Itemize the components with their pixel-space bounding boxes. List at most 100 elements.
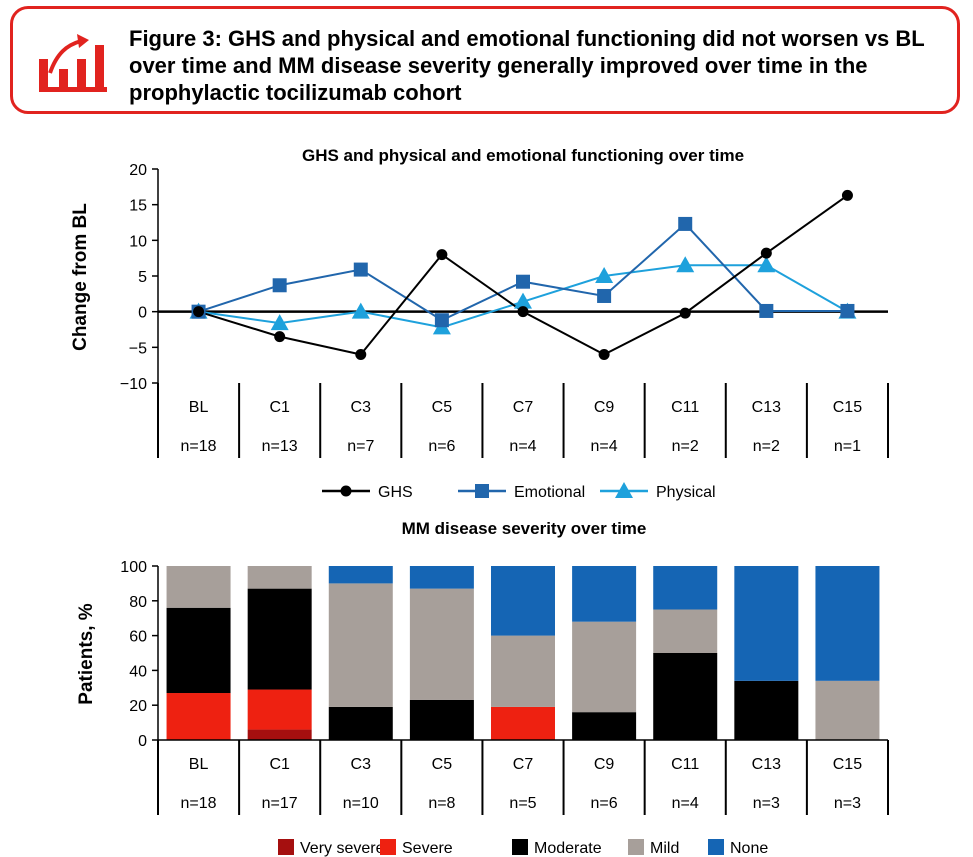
line-chart-y-ticks: 20 15 10 5 0 −5 −10 (120, 162, 158, 393)
line-chart-x-tick-label: BL (189, 399, 209, 416)
line-point-ghs-bl (193, 306, 205, 318)
bar-segment-severe-c7 (491, 706, 555, 740)
bar-chart-x-tick-label: C3 (351, 756, 372, 773)
line-chart-y-axis-label: Change from BL (70, 203, 91, 351)
legend-marker-emotional (475, 484, 489, 498)
bar-chart-x-tick-label: C15 (833, 756, 862, 773)
line-point-physical-c13 (757, 256, 776, 273)
line-point-ghs-c11 (679, 307, 691, 319)
legend-marker-ghs (340, 485, 352, 497)
line-point-physical-c11 (676, 256, 695, 273)
line-chart-category-table: BL n=18 C1 n=13 C3 n=7 C5 n=6 C7 n=4 C9 n=4 C11 n=2 C1… (157, 383, 889, 458)
legend-label-mild: Mild (650, 840, 679, 857)
bar-chart-axes (157, 566, 888, 741)
bar-segment-moderate-c5 (409, 699, 474, 740)
bar-segment-none-c3 (328, 566, 393, 584)
bar-chart-y-axis-label: Patients, % (76, 603, 97, 704)
bar-chart-y-tick-label: 40 (129, 663, 147, 680)
line-chart-n-label: n=2 (672, 438, 699, 455)
bar-segment-moderate-c13 (734, 680, 799, 740)
bar-segment-mild-c9 (572, 621, 637, 713)
bar-segment-mild-c11 (653, 609, 718, 653)
line-chart-n-label: n=6 (428, 438, 455, 455)
legend-label-severe: Severe (402, 840, 453, 857)
legend-label-none: None (730, 840, 768, 857)
bar-segment-none-c13 (734, 566, 799, 681)
line-chart-x-tick-label: C13 (752, 399, 781, 416)
line-point-emotional-c1 (272, 278, 287, 293)
bar-segment-none-c7 (491, 566, 555, 636)
line-point-ghs-c15 (841, 189, 853, 201)
line-chart-n-label: n=1 (834, 438, 861, 455)
line-chart-n-label: n=4 (509, 438, 536, 455)
line-chart-x-tick-label: C15 (833, 399, 862, 416)
bar-chart-n-label: n=8 (428, 795, 455, 812)
line-chart-n-label: n=7 (347, 438, 374, 455)
legend-label-physical: Physical (656, 484, 716, 501)
line-point-physical-c3 (351, 302, 370, 319)
legend-swatch-moderate (512, 839, 528, 855)
bar-chart-x-tick-label: C5 (432, 756, 453, 773)
line-chart-y-tick-label: 10 (129, 233, 147, 250)
bar-chart-n-label: n=3 (834, 795, 861, 812)
line-chart-y-tick-label: 20 (129, 162, 147, 179)
bar-chart-n-label: n=10 (343, 795, 379, 812)
bar-chart-legend: Very severe Severe Moderate Mild None (278, 839, 768, 857)
bar-chart-title: MM disease severity over time (402, 519, 647, 538)
line-chart-x-tick-label: C7 (513, 399, 534, 416)
bar-chart-bars (166, 566, 880, 740)
bar-segment-moderate-bl (166, 607, 231, 694)
line-point-physical-c7 (514, 292, 532, 309)
bar-chart-n-label: n=6 (591, 795, 618, 812)
line-point-ghs-c9 (598, 348, 610, 360)
bar-chart-x-tick-label: C13 (752, 756, 781, 773)
line-point-ghs-c5 (436, 249, 448, 261)
bar-segment-moderate-c3 (328, 706, 393, 740)
bar-segment-moderate-c9 (572, 712, 637, 740)
bar-chart-x-tick-label: C1 (269, 756, 290, 773)
bar-chart-x-tick-label: C9 (594, 756, 615, 773)
line-chart-y-tick-label: −10 (120, 376, 147, 393)
bar-chart-n-label: n=5 (509, 795, 536, 812)
bar-segment-moderate-c1 (247, 588, 312, 690)
bar-chart-y-tick-label: 80 (129, 594, 147, 611)
bar-segment-mild-c7 (491, 635, 555, 707)
line-point-emotional-c7 (516, 274, 530, 289)
bar-chart-category-table: BL n=18 C1 n=17 C3 n=10 C5 n=8 C7 n=5 C9 n=6 C11 n=4 C… (157, 740, 889, 815)
bar-segment-very-severe-c1 (247, 729, 312, 740)
line-point-ghs-c7 (517, 306, 529, 318)
bar-chart-n-label: n=3 (753, 795, 780, 812)
bar-segment-none-c15 (815, 566, 880, 681)
line-point-physical-c9 (595, 267, 614, 283)
bar-chart-x-tick-label: BL (189, 756, 209, 773)
legend-swatch-none (708, 839, 724, 855)
line-chart: GHS and physical and emotional functioni… (70, 146, 889, 501)
line-point-ghs-c13 (760, 247, 772, 259)
line-point-emotional-c13 (759, 303, 774, 318)
line-chart-x-tick-label: C3 (351, 399, 372, 416)
bar-segment-mild-c1 (247, 566, 312, 589)
bar-segment-none-c5 (409, 566, 474, 589)
line-chart-series (189, 189, 857, 360)
bar-segment-mild-c5 (409, 588, 474, 700)
line-point-emotional-c15 (840, 303, 855, 318)
line-point-physical-c1 (270, 314, 289, 331)
legend-label-very-severe: Very severe (300, 840, 385, 857)
bar-chart-y-ticks: 100 80 60 40 20 0 (120, 559, 158, 750)
bar-chart-x-tick-label: C11 (671, 756, 699, 773)
bar-segment-none-c11 (653, 566, 718, 610)
bar-chart-n-label: n=18 (181, 795, 217, 812)
bar-segment-mild-c3 (328, 583, 393, 707)
bar-chart-x-tick-label: C7 (513, 756, 534, 773)
bar-chart-y-tick-label: 60 (129, 629, 147, 646)
legend-label-ghs: GHS (378, 484, 413, 501)
bar-chart: MM disease severity over time Patients, … (76, 519, 889, 857)
bar-chart-n-label: n=4 (672, 795, 699, 812)
line-chart-x-tick-label: C9 (594, 399, 615, 416)
line-point-ghs-c3 (355, 348, 367, 360)
line-chart-x-tick-label: C11 (671, 399, 699, 416)
line-chart-x-tick-label: C1 (269, 399, 290, 416)
bar-segment-severe-c1 (247, 689, 312, 730)
legend-marker-physical (615, 482, 633, 498)
